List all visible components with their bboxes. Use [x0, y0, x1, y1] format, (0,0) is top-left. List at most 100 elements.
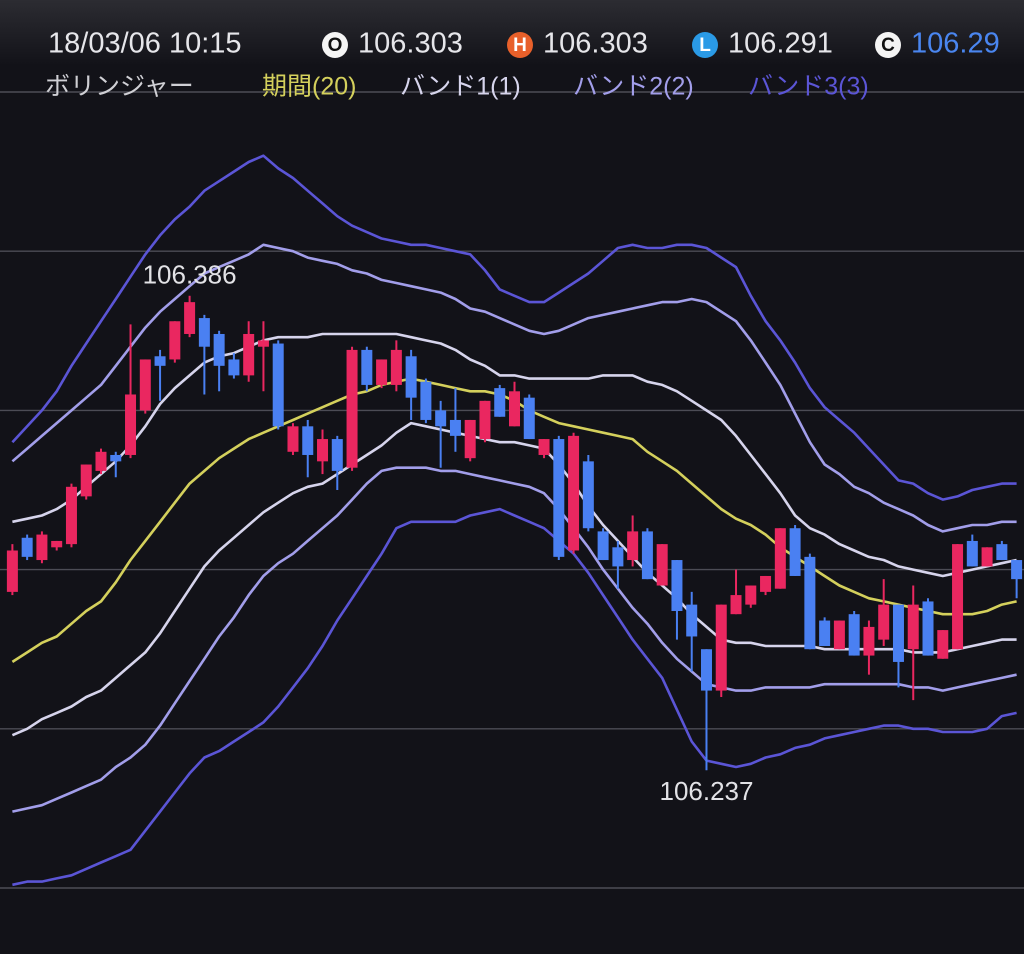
legend-entry: バンド1(1): [400, 73, 521, 101]
candle-body: [671, 560, 683, 611]
candle-body: [774, 528, 786, 589]
candle-body: [833, 620, 845, 650]
candle-body: [228, 359, 240, 376]
candle-body: [597, 531, 609, 561]
candle-body: [198, 318, 210, 347]
candle-body: [169, 321, 181, 360]
band-line: [11, 154, 1017, 501]
legend-entry: バンド3(3): [748, 73, 869, 101]
candles: [6, 295, 1023, 771]
candle-body: [184, 302, 196, 334]
quote-icon-letter: H: [513, 35, 527, 56]
candle-body: [346, 349, 358, 468]
band-line: [12, 332, 1017, 578]
candle-body: [139, 359, 151, 411]
high-label: 106.386: [143, 260, 237, 290]
candle-body: [981, 547, 993, 567]
timestamp: 18/03/06 10:15: [48, 28, 242, 60]
header: 18/03/06 10:15 ボリンジャー O 106.303 H 106.303 L 1…: [45, 28, 1000, 101]
candle-body: [745, 585, 757, 605]
quote-icon-letter: C: [881, 35, 895, 56]
candle-body: [715, 604, 727, 691]
candle-body: [272, 343, 284, 427]
indicator-name: ボリンジャー: [45, 73, 194, 101]
candle-body: [922, 601, 934, 656]
quote-icon: [692, 32, 718, 58]
candle-body: [302, 426, 314, 455]
candle-body: [700, 649, 712, 691]
legend-entry: バンド2(2): [573, 73, 694, 101]
candle-body: [80, 464, 92, 497]
candle-body: [686, 604, 698, 637]
band-line: [12, 466, 1017, 813]
band-line: [11, 243, 1017, 533]
candle-body: [641, 531, 653, 580]
candle-body: [996, 544, 1008, 561]
candle-body: [21, 537, 33, 557]
candle-body: [95, 451, 107, 471]
quote-icon: [507, 32, 533, 58]
candle-body: [568, 435, 580, 551]
candle-body: [110, 454, 122, 462]
candle-body: [154, 356, 166, 366]
candle-body: [65, 486, 77, 545]
candle-body: [612, 547, 624, 567]
candle-body: [878, 604, 890, 640]
low-label: 106.237: [659, 776, 753, 806]
candle-body: [627, 531, 639, 561]
candle-body: [494, 388, 506, 417]
quote-icon: [875, 32, 901, 58]
candle-body: [789, 528, 801, 576]
candle-body: [361, 349, 373, 385]
candle-body: [257, 340, 269, 347]
candle-body: [730, 595, 742, 615]
quote-icon-letter: O: [328, 35, 343, 56]
candle-body: [863, 626, 875, 656]
band-line: [12, 507, 1017, 887]
candle-body: [538, 439, 550, 455]
candle-body: [390, 349, 402, 385]
candle-body: [509, 391, 520, 427]
quote-value: 106.29: [911, 28, 1000, 60]
candle-body: [36, 534, 48, 561]
quote-value: 106.291: [728, 28, 833, 60]
quote-icon-letter: L: [699, 35, 711, 56]
candle-body: [464, 419, 476, 459]
candle-body: [582, 461, 594, 529]
candle-body: [331, 439, 343, 471]
candle-body: [317, 439, 329, 462]
candle-body: [479, 400, 491, 440]
candle-body: [523, 397, 535, 440]
candle-body: [907, 604, 919, 650]
candle-body: [1011, 560, 1023, 580]
candle-body: [804, 556, 816, 650]
candle-body: [213, 333, 225, 366]
candle-body: [656, 544, 668, 586]
quote-icon: [322, 32, 348, 58]
candle-body: [892, 604, 904, 662]
candle-body: [952, 544, 964, 650]
candle-body: [6, 550, 18, 592]
candle-body: [449, 419, 461, 436]
annotations: 106.386 106.237: [143, 260, 754, 806]
candle-body: [553, 439, 565, 557]
candle-body: [287, 426, 299, 452]
candle-body: [819, 620, 831, 647]
candle-body: [243, 333, 255, 376]
candle-body: [51, 540, 63, 548]
candle-body: [760, 575, 772, 592]
candle-body: [376, 359, 388, 385]
candle-body: [405, 356, 417, 398]
candle-body: [966, 540, 978, 567]
quote-value: 106.303: [543, 28, 648, 60]
legend-entry: 期間(20): [262, 73, 356, 101]
candle-body: [937, 630, 949, 659]
candle-body: [848, 614, 860, 656]
candle-body: [125, 394, 137, 455]
quote-value: 106.303: [358, 28, 463, 60]
candle-body: [420, 381, 432, 420]
candle-body: [435, 410, 447, 427]
